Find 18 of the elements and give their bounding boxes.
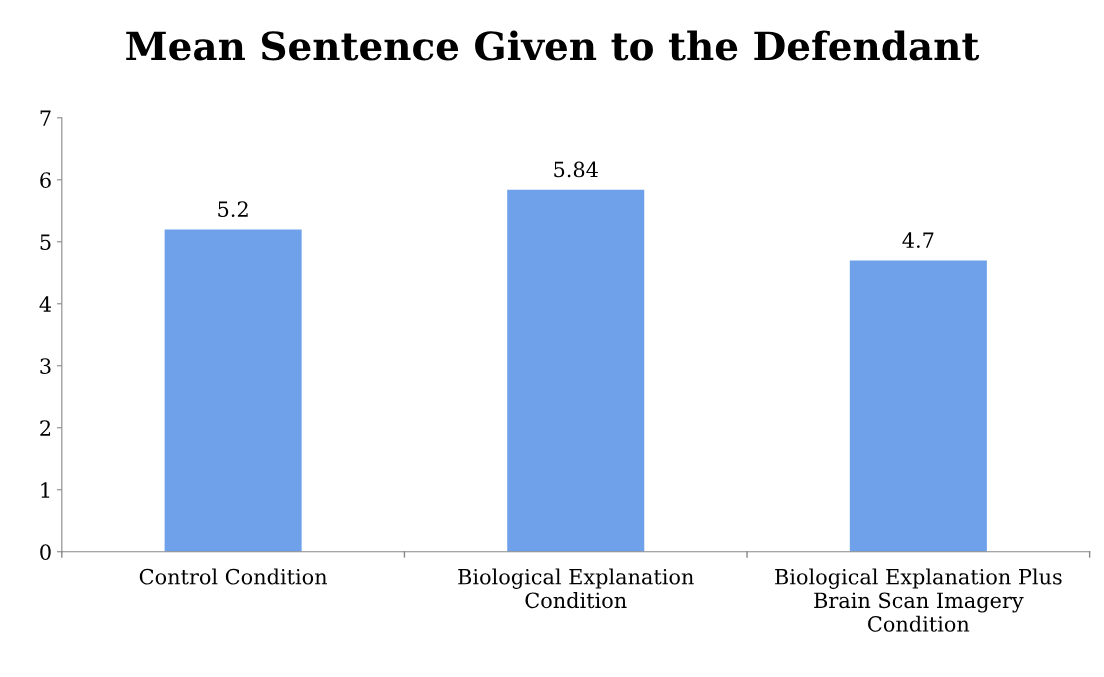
y-tick-label: 7 bbox=[40, 110, 51, 126]
y-tick-label: 2 bbox=[40, 420, 51, 436]
y-tick-label: 1 bbox=[41, 482, 50, 498]
y-tick-label: 3 bbox=[40, 358, 51, 374]
x-tick-label: Control Condition bbox=[139, 568, 328, 585]
data-label: 5.84 bbox=[554, 161, 598, 178]
chart-title: Mean Sentence Given to the Defendant bbox=[126, 30, 980, 61]
bar bbox=[507, 189, 645, 552]
data-label: 5.2 bbox=[218, 201, 248, 218]
y-tick-label: 0 bbox=[40, 544, 51, 560]
y-tick-label: 5 bbox=[40, 234, 51, 250]
y-tick-label: 6 bbox=[40, 172, 51, 188]
x-tick-label: Biological Explanation Plus Brain Scan Imagery Condition bbox=[775, 568, 1062, 632]
y-tick-label: 4 bbox=[39, 296, 52, 312]
x-tick-label: Biological Explanation Condition bbox=[458, 568, 694, 609]
data-label: 4.7 bbox=[902, 232, 934, 249]
bar bbox=[849, 260, 987, 552]
bar bbox=[164, 229, 302, 552]
